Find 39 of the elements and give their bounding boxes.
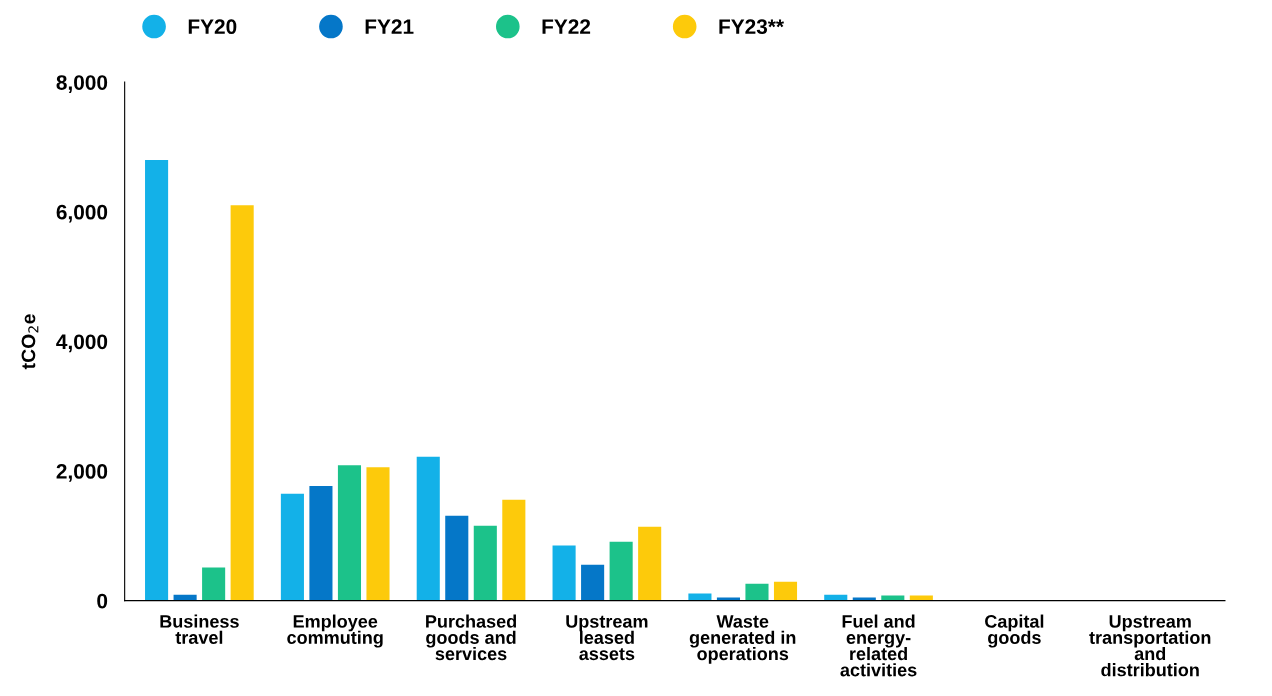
bar [416, 456, 440, 601]
bar [638, 526, 662, 601]
bar [745, 583, 769, 601]
y-tick-label: 0 [97, 593, 108, 609]
bar [881, 595, 905, 601]
bar [609, 541, 633, 601]
bar [445, 515, 469, 601]
x-tick-label: Employee commuting [287, 614, 383, 648]
bar [202, 567, 226, 601]
legend-label: FY22 [542, 19, 591, 34]
x-tick-label: Upstream transportation and distribution [1089, 615, 1211, 677]
bar [773, 581, 798, 601]
bar [280, 493, 304, 601]
y-axis-title: tCO$_{2}$e [21, 314, 39, 370]
bar [552, 545, 576, 601]
bar [502, 499, 526, 601]
bar [909, 595, 933, 601]
bar [716, 597, 740, 601]
bar [473, 525, 497, 601]
y-tick-label: 8,000 [56, 75, 108, 93]
legend-label: FY20 [188, 19, 237, 35]
bar [230, 205, 254, 601]
legend-label: FY23** [719, 19, 785, 35]
x-tick-label: Purchased goods and services [426, 614, 517, 661]
bar [581, 564, 605, 601]
legend-label: FY21 [365, 19, 414, 34]
bar [852, 597, 876, 601]
bar [366, 467, 390, 601]
bar [309, 485, 333, 601]
bar [145, 159, 169, 601]
x-tick-label: Business travel [160, 614, 239, 644]
y-tick-label: 6,000 [56, 204, 108, 223]
x-tick-label: Waste generated in operations [689, 615, 796, 664]
y-tick-label: 2,000 [56, 464, 108, 482]
x-tick-label: Capital goods [985, 614, 1044, 648]
x-tick-label: Fuel and energy-related activities [840, 614, 917, 677]
x-tick-label: Upstream leased assets [566, 615, 648, 661]
bar [337, 465, 362, 601]
y-tick-label: 4,000 [56, 334, 108, 353]
